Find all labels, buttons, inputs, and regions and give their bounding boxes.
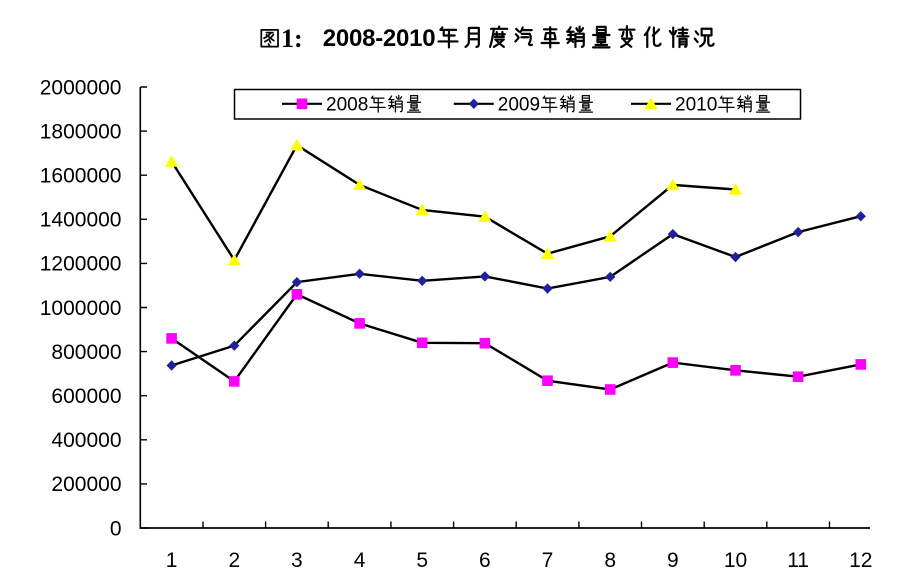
svg-text:12: 12 (849, 549, 872, 572)
svg-text:2010: 2010 (675, 94, 717, 115)
svg-text:2008: 2008 (326, 94, 368, 115)
svg-text:5: 5 (416, 549, 428, 572)
svg-text:10: 10 (724, 549, 747, 572)
svg-text:0: 0 (110, 517, 122, 540)
svg-text:3: 3 (291, 549, 303, 572)
svg-text:2008-2010: 2008-2010 (323, 25, 436, 52)
svg-text:1200000: 1200000 (40, 253, 122, 276)
svg-text:1:: 1: (281, 24, 303, 53)
svg-text:400000: 400000 (51, 429, 121, 452)
svg-text:7: 7 (542, 549, 554, 572)
svg-text:1800000: 1800000 (40, 120, 122, 143)
svg-text:1000000: 1000000 (40, 297, 122, 320)
svg-text:4: 4 (354, 549, 366, 572)
svg-text:800000: 800000 (51, 341, 121, 364)
svg-text:6: 6 (479, 549, 491, 572)
svg-text:9: 9 (667, 549, 679, 572)
svg-text:200000: 200000 (51, 473, 121, 496)
svg-text:11: 11 (787, 549, 809, 572)
svg-text:1: 1 (166, 549, 178, 572)
svg-text:600000: 600000 (51, 385, 121, 408)
svg-text:2009: 2009 (498, 94, 540, 115)
svg-text:1400000: 1400000 (40, 209, 122, 232)
svg-text:2: 2 (228, 549, 240, 572)
svg-text:2000000: 2000000 (40, 76, 122, 99)
svg-text:8: 8 (604, 549, 616, 572)
svg-text:1600000: 1600000 (40, 165, 122, 188)
